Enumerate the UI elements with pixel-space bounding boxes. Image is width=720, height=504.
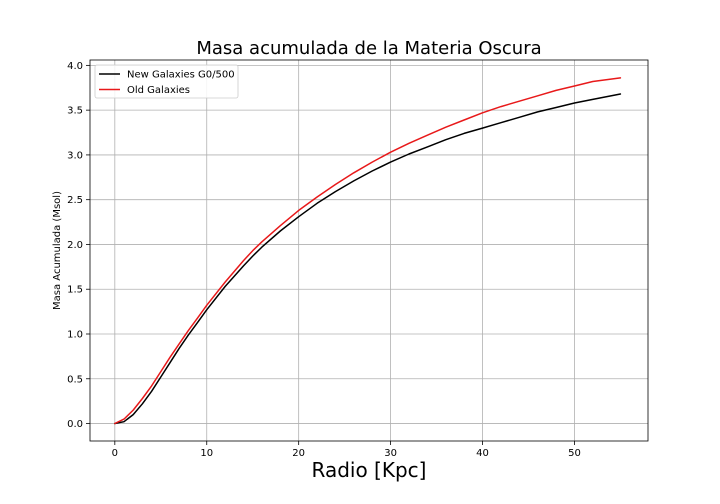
x-tick-label: 20 — [292, 448, 305, 459]
x-axis-label: Radio [Kpc] — [312, 458, 427, 482]
y-tick-label: 1.0 — [67, 329, 83, 340]
series-lines — [114, 77, 622, 425]
legend-box — [94, 64, 239, 99]
series-line-0 — [114, 93, 622, 425]
x-tick-label: 40 — [476, 448, 489, 459]
y-tick-label: 1.5 — [67, 285, 83, 296]
y-tick-label: 0.5 — [67, 374, 83, 385]
grid — [90, 60, 648, 441]
y-tick-label: 2.5 — [67, 195, 83, 206]
y-tick-label: 2.0 — [67, 240, 83, 251]
legend-label-old-galaxies: Old Galaxies — [127, 85, 190, 96]
x-tick-label: 0 — [112, 448, 118, 459]
y-axis-label: Masa Acumulada (Msol) — [52, 191, 63, 310]
y-tick-label: 3.0 — [67, 150, 83, 161]
y-tick-label: 4.0 — [67, 61, 83, 72]
legend-label-new-galaxies: New Galaxies G0/500 — [127, 70, 235, 81]
y-tick-label: 3.5 — [67, 106, 83, 117]
chart-title: Masa acumulada de la Materia Oscura — [196, 38, 541, 59]
x-tick-label: 10 — [200, 448, 213, 459]
axis-ticks: 0 10 20 30 40 50 0.0 0.5 1.0 1.5 2.0 2.5 3.0 3.5 4.0 — [67, 61, 581, 459]
x-tick-label: 50 — [568, 448, 581, 459]
plot-frame — [89, 59, 649, 442]
series-line-1 — [114, 77, 622, 425]
legend: New Galaxies G0/500 Old Galaxies — [94, 64, 239, 99]
x-tick-label: 30 — [384, 448, 397, 459]
y-tick-label: 0.0 — [67, 419, 83, 430]
